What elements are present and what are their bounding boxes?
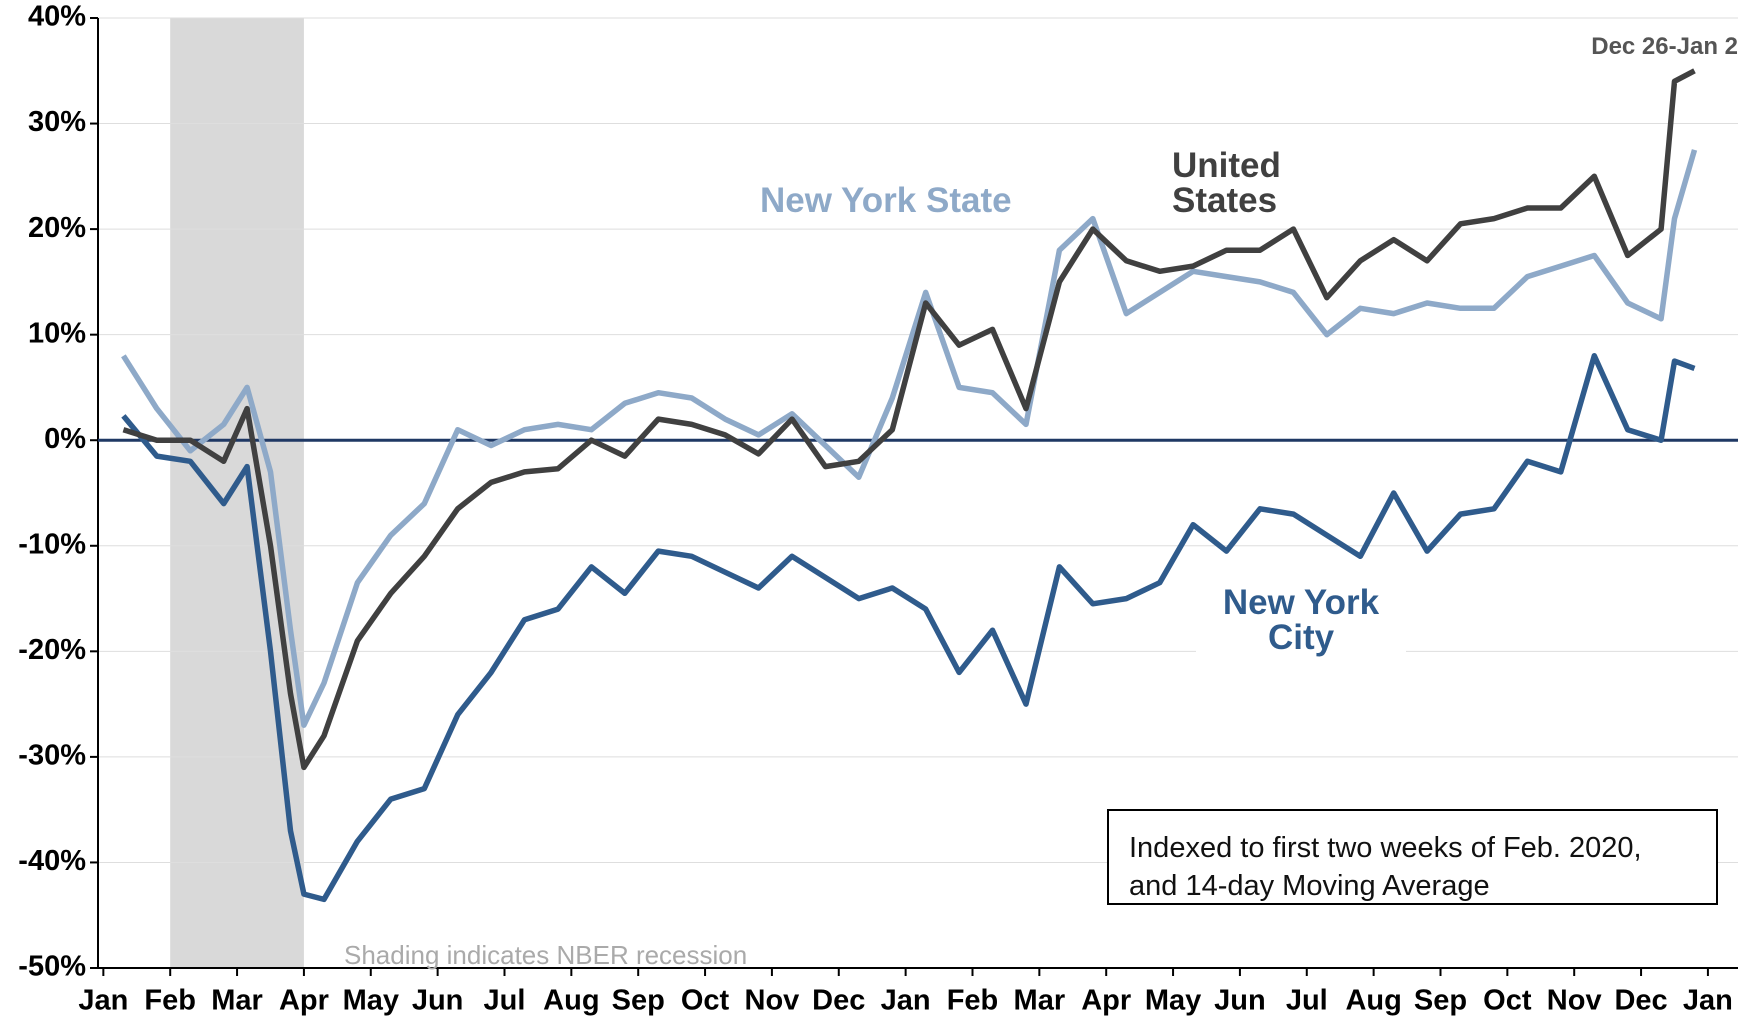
y-tick-label: -50% — [18, 951, 86, 983]
x-tick-label: Jun — [412, 985, 464, 1017]
series-line — [121, 149, 1698, 728]
y-tick-label: -30% — [18, 740, 86, 772]
x-tick-label: Jun — [1214, 985, 1266, 1017]
x-tick-label: Oct — [681, 985, 730, 1017]
x-tick-label: Dec — [812, 985, 865, 1017]
y-tick-label: -40% — [18, 845, 86, 877]
x-tick-label: Jan — [881, 985, 931, 1017]
note-box: Indexed to first two weeks of Feb. 2020,… — [1107, 809, 1718, 905]
x-tick-label: Dec — [1614, 985, 1667, 1017]
y-tick-label: -20% — [18, 634, 86, 666]
x-tick-label: Nov — [745, 985, 800, 1017]
y-tick-label: 20% — [28, 212, 86, 244]
x-tick-label: Sep — [612, 985, 665, 1017]
x-tick-label: Feb — [144, 985, 196, 1017]
series-label: New York City — [1196, 585, 1406, 655]
x-tick-label: Aug — [543, 985, 599, 1017]
series-label: United States — [1172, 146, 1281, 220]
y-tick-label: -10% — [18, 528, 86, 560]
x-tick-label: Mar — [1014, 985, 1066, 1017]
y-tick-label: 10% — [28, 317, 86, 349]
y-tick-label: 30% — [28, 106, 86, 138]
x-tick-label: Apr — [279, 985, 329, 1017]
x-tick-label: Apr — [1081, 985, 1131, 1017]
y-tick-label: 40% — [28, 1, 86, 33]
x-tick-label: Feb — [947, 985, 999, 1017]
x-tick-label: Aug — [1345, 985, 1401, 1017]
x-tick-label: Mar — [211, 985, 263, 1017]
series-line — [121, 353, 1696, 903]
series-line — [122, 68, 1696, 771]
x-tick-label: Nov — [1547, 985, 1602, 1017]
x-tick-label: Jan — [78, 985, 128, 1017]
shading-label: Shading indicates NBER recession — [344, 940, 748, 970]
x-tick-label: Oct — [1483, 985, 1532, 1017]
x-tick-label: May — [1145, 985, 1201, 1017]
x-tick-label: May — [343, 985, 399, 1017]
x-tick-label: Sep — [1414, 985, 1467, 1017]
recession-shading — [170, 18, 304, 968]
x-tick-label: Jan — [1683, 985, 1733, 1017]
x-tick-label: Jul — [1286, 985, 1328, 1017]
y-tick-label: 0% — [44, 423, 86, 455]
series-label: New York State — [760, 181, 1012, 220]
end-label: Dec 26-Jan 2 — [1591, 33, 1738, 60]
x-tick-label: Jul — [484, 985, 526, 1017]
